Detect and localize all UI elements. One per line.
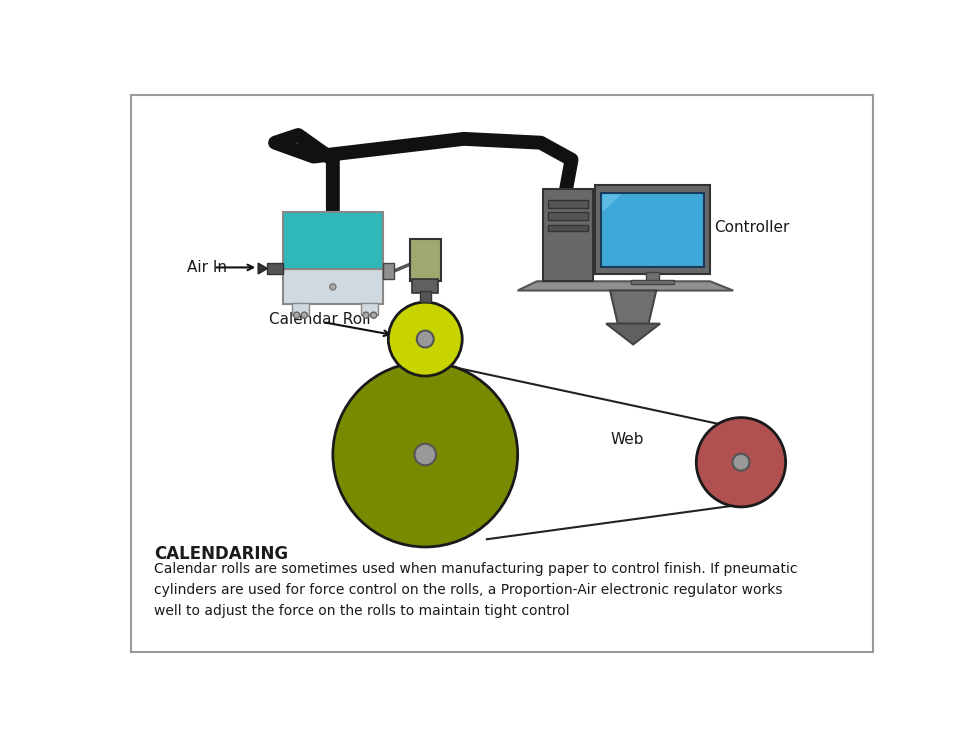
Text: CALENDARING: CALENDARING bbox=[154, 545, 288, 562]
Circle shape bbox=[333, 362, 517, 547]
Circle shape bbox=[416, 331, 434, 348]
Bar bbox=[595, 185, 710, 274]
Bar bbox=[548, 212, 588, 220]
Bar bbox=[268, 263, 283, 274]
Bar bbox=[543, 189, 593, 281]
Text: Calendar Roll: Calendar Roll bbox=[269, 312, 370, 327]
Bar bbox=[646, 272, 659, 283]
Bar bbox=[413, 279, 438, 293]
Circle shape bbox=[363, 312, 369, 318]
Bar bbox=[383, 263, 394, 278]
Text: Air In: Air In bbox=[186, 260, 226, 275]
Polygon shape bbox=[610, 291, 657, 323]
Circle shape bbox=[415, 444, 436, 465]
Bar bbox=[283, 212, 383, 269]
Text: Calendar rolls are sometimes used when manufacturing paper to control finish. If: Calendar rolls are sometimes used when m… bbox=[154, 562, 798, 618]
Bar bbox=[283, 269, 383, 304]
Circle shape bbox=[732, 454, 750, 471]
Circle shape bbox=[294, 312, 300, 318]
Text: Web: Web bbox=[610, 431, 644, 447]
Bar bbox=[419, 291, 430, 302]
Circle shape bbox=[388, 302, 463, 376]
Polygon shape bbox=[258, 263, 268, 274]
Polygon shape bbox=[517, 281, 733, 291]
Bar bbox=[548, 201, 588, 208]
Bar bbox=[362, 303, 378, 315]
Circle shape bbox=[301, 312, 308, 318]
Circle shape bbox=[329, 283, 336, 290]
Bar bbox=[631, 280, 674, 284]
Polygon shape bbox=[603, 195, 621, 212]
Bar bbox=[548, 225, 588, 231]
Bar bbox=[292, 303, 309, 315]
Bar bbox=[601, 192, 704, 267]
Polygon shape bbox=[607, 323, 661, 344]
Circle shape bbox=[696, 417, 786, 507]
Circle shape bbox=[370, 312, 376, 318]
Bar bbox=[410, 239, 441, 281]
Text: Controller: Controller bbox=[714, 220, 789, 235]
